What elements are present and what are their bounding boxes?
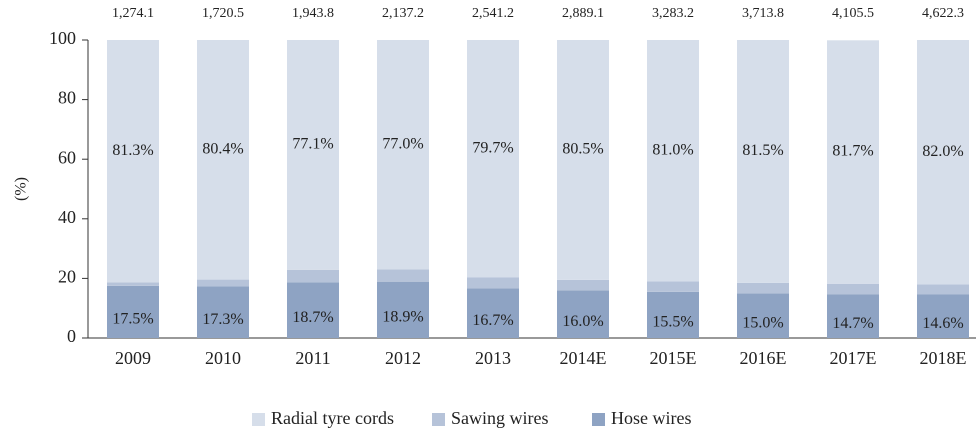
y-tick-label: 40 [58, 207, 76, 227]
bar-segment [737, 293, 789, 338]
y-tick-label: 20 [58, 267, 76, 287]
bar-segment [197, 279, 249, 287]
bar-segment [557, 279, 609, 291]
value-label: 80.5% [562, 141, 603, 158]
value-label: 15.0% [742, 314, 783, 331]
x-tick-label: 2012 [385, 348, 421, 368]
legend-label: Radial tyre cords [271, 408, 394, 428]
value-label: 17.5% [112, 311, 153, 328]
x-tick-label: 2015E [650, 348, 697, 368]
value-label: 81.0% [652, 141, 693, 158]
x-tick-label: 2018E [920, 348, 967, 368]
bar-segment [647, 281, 699, 292]
y-axis-label: (%) [13, 177, 30, 201]
y-tick-label: 80 [58, 88, 76, 108]
bar-segment [827, 283, 879, 295]
y-tick-label: 60 [58, 147, 76, 167]
bar-segment [107, 285, 159, 338]
value-label: 81.7% [832, 143, 873, 160]
total-label: 1,943.8 [292, 6, 334, 21]
total-label: 4,622.3 [922, 6, 964, 21]
bar-segment [377, 281, 429, 338]
bar-segment [467, 288, 519, 338]
bar-segment [377, 40, 429, 270]
total-label: 4,105.5 [832, 6, 874, 21]
total-label: 1,274.1 [112, 6, 154, 21]
legend-label: Hose wires [611, 408, 691, 428]
bar-segment [377, 269, 429, 282]
value-label: 16.0% [562, 313, 603, 330]
value-label: 79.7% [472, 139, 513, 156]
value-label: 81.5% [742, 142, 783, 159]
bar-segment [557, 40, 609, 280]
value-label: 82.0% [922, 143, 963, 160]
value-label: 15.5% [652, 314, 693, 331]
bar-segment [917, 294, 969, 338]
value-label: 17.3% [202, 311, 243, 328]
value-label: 81.3% [112, 142, 153, 159]
bar-segment [107, 40, 159, 283]
total-label: 1,720.5 [202, 6, 244, 21]
bar-segment [197, 286, 249, 338]
total-label: 2,889.1 [562, 6, 604, 21]
bar-segment [107, 282, 159, 286]
legend-swatch [592, 413, 605, 426]
y-tick-label: 0 [67, 326, 76, 346]
legend-swatch [252, 413, 265, 426]
bar-segment [647, 291, 699, 338]
bar-segment [287, 269, 339, 283]
value-label: 16.7% [472, 312, 513, 329]
bar-segment [647, 40, 699, 282]
legend-label: Sawing wires [451, 408, 549, 428]
value-label: 80.4% [202, 140, 243, 157]
bar-segment [737, 40, 789, 283]
x-tick-label: 2009 [115, 348, 151, 368]
total-label: 2,541.2 [472, 6, 514, 21]
bar-segment [917, 284, 969, 295]
x-tick-label: 2016E [740, 348, 787, 368]
total-label: 2,137.2 [382, 6, 424, 21]
bar-segment [197, 40, 249, 280]
legend-swatch [432, 413, 445, 426]
bar-segment [467, 40, 519, 278]
bar-segment [287, 40, 339, 270]
x-tick-label: 2014E [560, 348, 607, 368]
value-label: 14.6% [922, 315, 963, 332]
total-label: 3,713.8 [742, 6, 784, 21]
bar-segment [827, 294, 879, 338]
bar-segment [557, 290, 609, 338]
x-tick-label: 2013 [475, 348, 511, 368]
bar-segment [917, 40, 969, 285]
x-tick-label: 2011 [295, 348, 330, 368]
total-label: 3,283.2 [652, 6, 694, 21]
bar-segment [467, 277, 519, 289]
value-label: 77.1% [292, 136, 333, 153]
x-tick-label: 2010 [205, 348, 241, 368]
value-label: 18.9% [382, 309, 423, 326]
value-label: 18.7% [292, 309, 333, 326]
y-tick-label: 100 [49, 28, 76, 48]
x-tick-label: 2017E [830, 348, 877, 368]
bar-segment [287, 282, 339, 338]
bar-segment [827, 40, 879, 284]
value-label: 14.7% [832, 315, 873, 332]
value-label: 77.0% [382, 135, 423, 152]
bar-segment [737, 282, 789, 294]
